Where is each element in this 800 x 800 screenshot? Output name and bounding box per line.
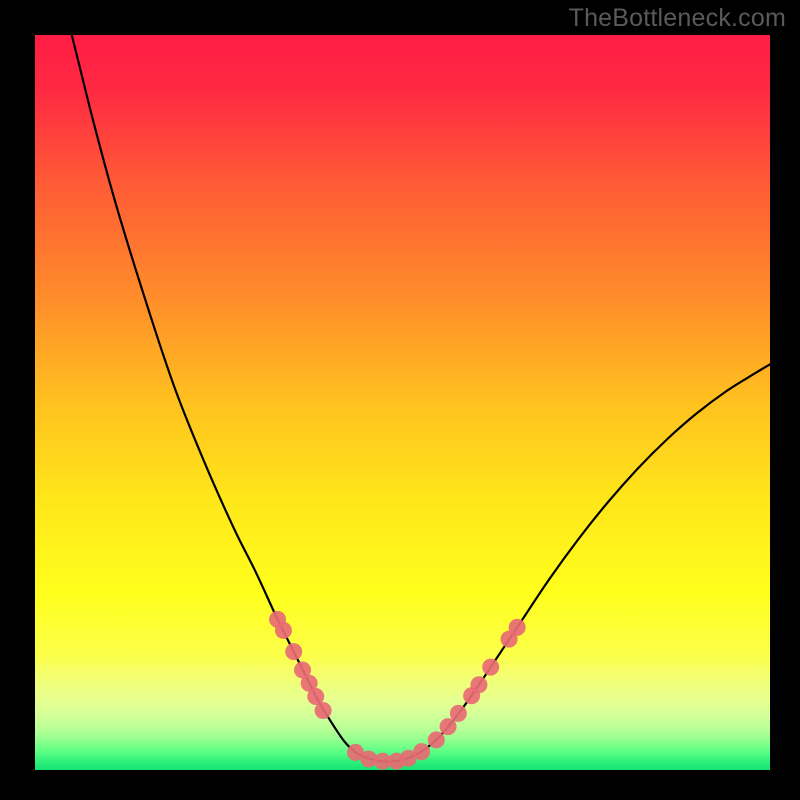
marker-dot xyxy=(413,743,430,760)
chart-frame: TheBottleneck.com xyxy=(0,0,800,800)
marker-dot xyxy=(509,619,526,636)
marker-dot xyxy=(285,643,302,660)
marker-dot xyxy=(482,659,499,676)
marker-dot xyxy=(315,702,332,719)
marker-dot xyxy=(470,676,487,693)
watermark-text: TheBottleneck.com xyxy=(569,4,786,33)
marker-dot xyxy=(275,622,292,639)
chart-overlay xyxy=(0,0,800,800)
marker-dot xyxy=(450,705,467,722)
marker-dot xyxy=(428,731,445,748)
bottleneck-curve xyxy=(72,35,770,762)
curve-markers xyxy=(269,611,526,770)
